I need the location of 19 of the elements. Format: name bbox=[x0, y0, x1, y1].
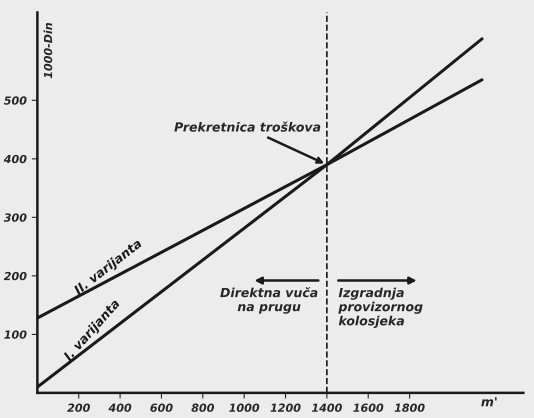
x-tick-label: 600 bbox=[150, 404, 173, 412]
y-tick-label: 300 bbox=[4, 213, 27, 222]
x-tick-label: 800 bbox=[191, 404, 214, 412]
annotation: Izgradnja provizornog kolosjeka bbox=[338, 288, 423, 328]
annotation: Direktna vuča na prugu bbox=[220, 287, 318, 314]
x-tick-label: 1800 bbox=[394, 404, 425, 412]
x-tick-label: 200 bbox=[67, 404, 90, 412]
y-tick-label: 400 bbox=[4, 154, 27, 164]
x-tick-label: 400 bbox=[108, 404, 132, 412]
x-tick-label: 1200 bbox=[270, 404, 301, 412]
y-tick-label: 200 bbox=[4, 272, 27, 280]
y-tick-label: 500 bbox=[4, 96, 27, 105]
x-tick-label: 1000 bbox=[229, 404, 260, 412]
x-tick-label: 1400 bbox=[312, 404, 342, 412]
x-tick-label: 1600 bbox=[353, 404, 384, 412]
annotation: Prekretnica troškova bbox=[174, 122, 320, 132]
y-tick-label: 100 bbox=[4, 330, 27, 339]
x-axis-title: m' bbox=[481, 397, 497, 406]
y-axis-title: 1000-Din bbox=[44, 22, 52, 78]
